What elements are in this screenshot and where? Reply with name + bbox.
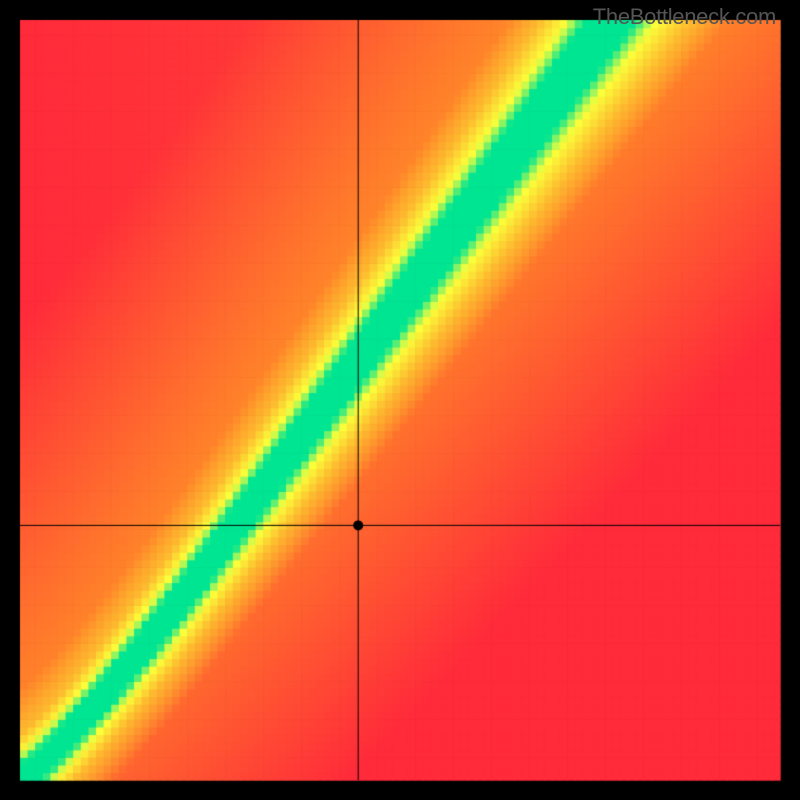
- bottleneck-heatmap: [0, 0, 800, 800]
- watermark-text: TheBottleneck.com: [593, 4, 776, 30]
